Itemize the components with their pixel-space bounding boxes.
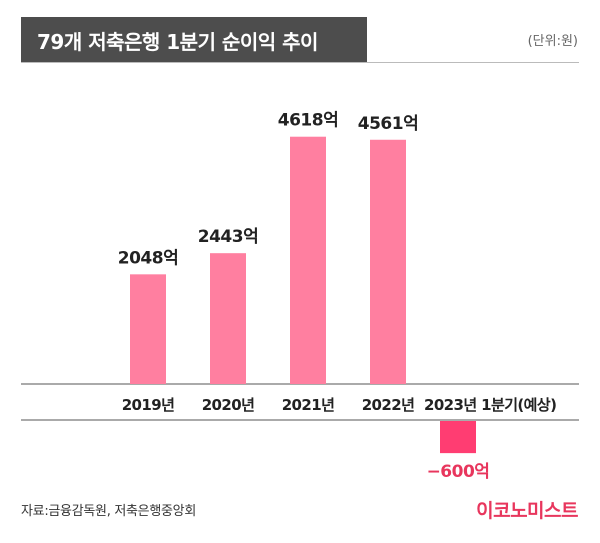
category-label-1: 2020년 (202, 396, 255, 414)
unit-label: (단위:원) (527, 34, 578, 49)
value-label-1: 2443억 (198, 227, 258, 247)
bar-4 (440, 421, 476, 454)
value-label-3: 4561억 (358, 114, 418, 134)
category-label-2: 2021년 (282, 396, 335, 414)
bar-1 (210, 253, 246, 384)
title-divider (21, 62, 579, 63)
title-bar: 79개 저축은행 1분기 순이익 추이 (21, 17, 367, 63)
category-label-0: 2019년 (122, 396, 175, 414)
value-label-4: −600억 (427, 462, 490, 482)
publisher-logo: 이코노미스트 (476, 500, 578, 522)
chart-title: 79개 저축은행 1분기 순이익 추이 (37, 29, 318, 54)
category-label-3: 2022년 (362, 396, 415, 414)
source-note: 자료:금융감독원, 저축은행중앙회 (21, 504, 196, 519)
bar-3 (370, 139, 406, 384)
value-label-0: 2048억 (118, 248, 178, 268)
category-label-4: 2023년 1분기(예상) (424, 396, 556, 414)
bar-0 (130, 274, 166, 384)
bar-2 (290, 136, 326, 384)
value-label-2: 4618억 (278, 111, 338, 131)
